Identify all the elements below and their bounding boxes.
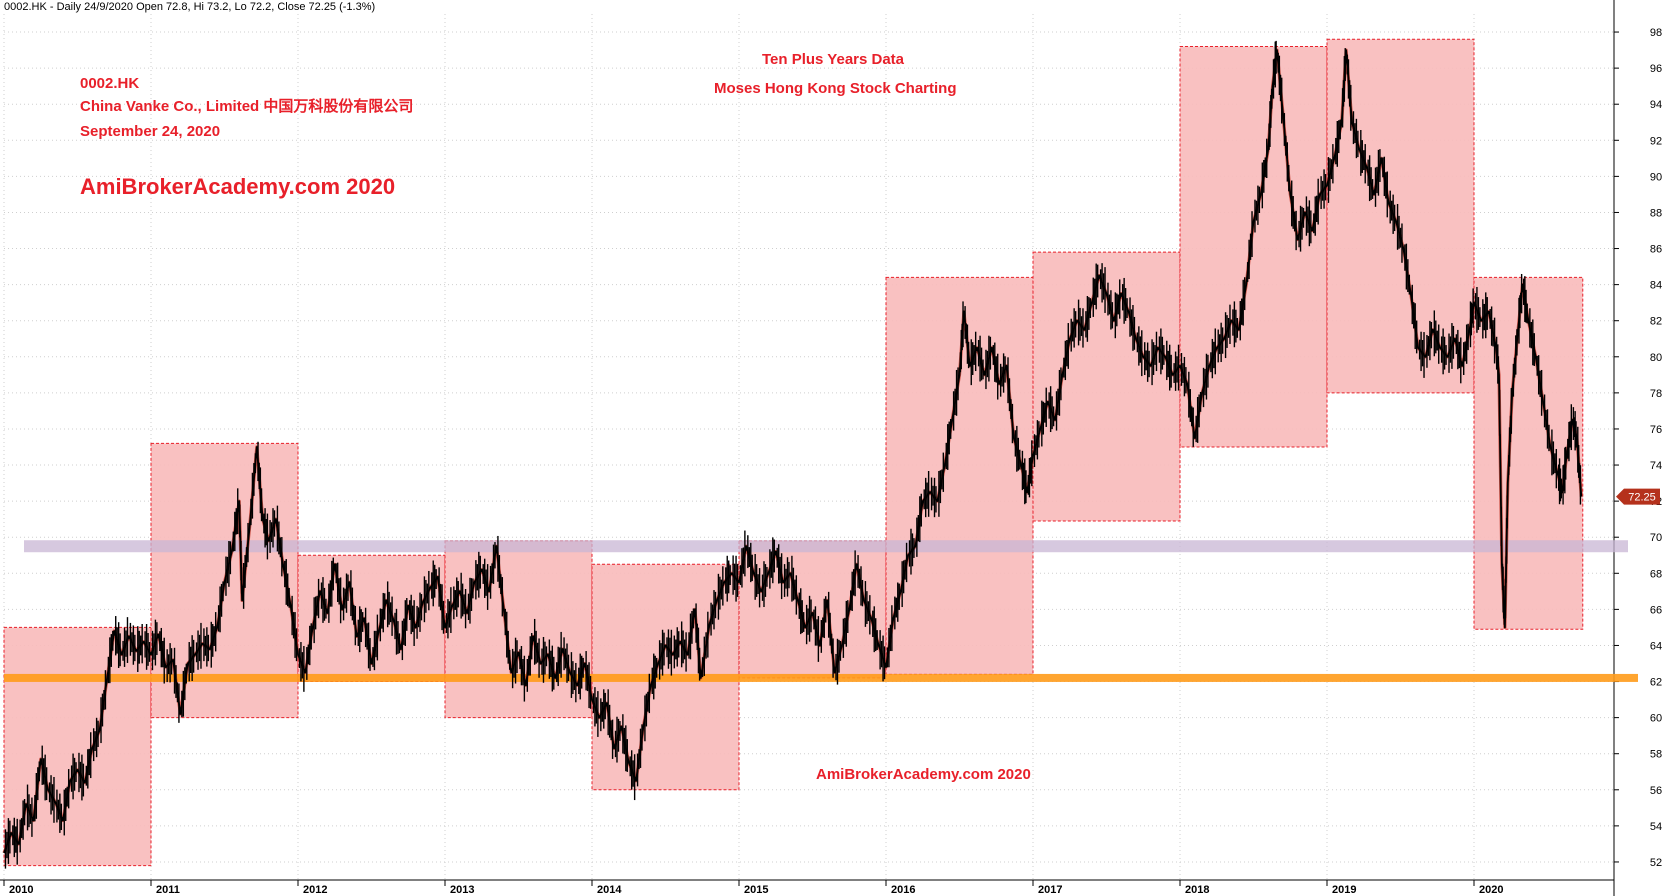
x-tick-label: 2016 <box>891 884 915 896</box>
x-tick-label: 2019 <box>1332 884 1356 896</box>
y-tick-label: 98 <box>1650 27 1662 39</box>
y-tick-label: 90 <box>1650 171 1662 183</box>
y-tick-label: 52 <box>1650 857 1662 869</box>
x-tick-label: 2013 <box>450 884 474 896</box>
range-box <box>885 276 1034 675</box>
x-tick-label: 2017 <box>1038 884 1062 896</box>
range-box <box>444 540 593 719</box>
y-tick-label: 82 <box>1650 316 1662 328</box>
resistance-band <box>24 540 1628 553</box>
y-tick-label: 96 <box>1650 63 1662 75</box>
y-tick-label: 56 <box>1650 785 1662 797</box>
x-tick-label: 2010 <box>9 884 33 896</box>
ticker-label: 0002.HK <box>80 75 140 92</box>
y-tick-label: 66 <box>1650 604 1662 616</box>
x-tick-label: 2012 <box>303 884 327 896</box>
y-tick-label: 86 <box>1650 244 1662 256</box>
y-tick-label: 80 <box>1650 352 1662 364</box>
y-tick-label: 84 <box>1650 280 1662 292</box>
y-tick-label: 62 <box>1650 677 1662 689</box>
y-tick-label: 58 <box>1650 749 1662 761</box>
symbol-header: 0002.HK - Daily 24/9/2020 Open 72.8, Hi … <box>4 1 376 13</box>
company-name-label: China Vanke Co., Limited 中国万科股份有限公司 <box>80 98 414 115</box>
brand-large-label: AmiBrokerAcademy.com 2020 <box>80 174 396 199</box>
x-tick-label: 2014 <box>597 884 622 896</box>
y-tick-label: 54 <box>1650 821 1662 833</box>
brand-bottom-label: AmiBrokerAcademy.com 2020 <box>816 766 1031 783</box>
x-tick-label: 2020 <box>1479 884 1503 896</box>
y-tick-label: 74 <box>1650 460 1662 472</box>
y-tick-label: 68 <box>1650 568 1662 580</box>
range-box <box>1179 45 1328 448</box>
y-tick-label: 92 <box>1650 135 1662 147</box>
y-tick-label: 94 <box>1650 99 1662 111</box>
date-label: September 24, 2020 <box>80 123 221 140</box>
y-tick-label: 88 <box>1650 207 1662 219</box>
x-tick-label: 2015 <box>744 884 768 896</box>
support-line <box>4 673 1638 682</box>
y-tick-label: 76 <box>1650 424 1662 436</box>
y-tick-label: 70 <box>1650 532 1662 544</box>
last-price-label: 72.25 <box>1628 492 1656 504</box>
y-tick-label: 78 <box>1650 388 1662 400</box>
y-tick-label: 64 <box>1650 640 1662 652</box>
ten-years-label: Ten Plus Years Data <box>762 51 905 68</box>
last-price-badge <box>1616 488 1660 505</box>
x-tick-label: 2018 <box>1185 884 1209 896</box>
range-box <box>3 626 152 867</box>
range-box <box>738 540 887 679</box>
x-tick-label: 2011 <box>156 884 180 896</box>
y-tick-label: 60 <box>1650 713 1662 725</box>
moses-label: Moses Hong Kong Stock Charting <box>714 80 957 97</box>
